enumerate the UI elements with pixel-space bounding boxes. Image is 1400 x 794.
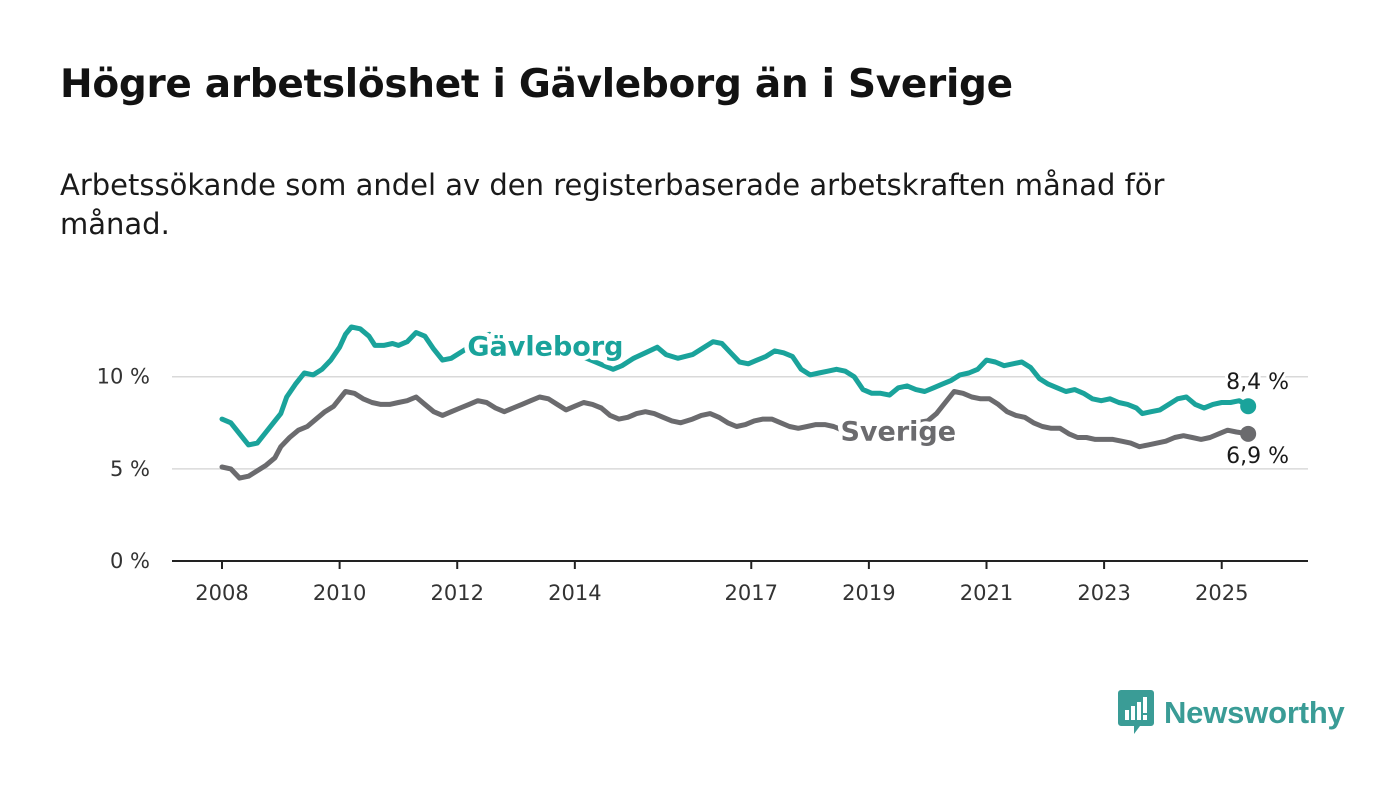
y-tick-label: 5 %: [110, 457, 150, 481]
x-tick-label: 2019: [842, 581, 895, 605]
series-label-gävleborg: Gävleborg: [467, 332, 623, 363]
end-value-label-halo: 6,9 %: [1226, 444, 1289, 469]
series-label-halo: Sverige: [840, 416, 956, 447]
series-line-sverige: [219, 389, 1251, 481]
chart-subtitle: Arbetssökande som andel av den registerb…: [60, 168, 1165, 241]
series-label-sverige: Sverige: [840, 416, 956, 447]
y-tick-label: 10 %: [97, 365, 150, 389]
brand-logo: Newsworthy: [1118, 690, 1345, 736]
x-tick-label: 2014: [548, 581, 601, 605]
x-tick-label: 2010: [313, 581, 366, 605]
brand-name: Newsworthy: [1164, 695, 1345, 730]
end-value-label-halo: 8,4 %: [1226, 370, 1289, 395]
series-line-gävleborg: [219, 324, 1251, 448]
end-value-label: 6,9 %: [1226, 444, 1289, 469]
x-tick-label: 2025: [1195, 581, 1248, 605]
x-tick-label: 2021: [960, 581, 1013, 605]
x-tick-label: 2017: [725, 581, 778, 605]
x-tick-label: 2012: [431, 581, 484, 605]
end-value-label: 8,4 %: [1226, 370, 1289, 395]
x-tick-label: 2008: [195, 581, 248, 605]
x-tick-label: 2023: [1077, 581, 1130, 605]
chart-title: Högre arbetslöshet i Gävleborg än i Sver…: [60, 62, 1013, 107]
bar-chart-speech-bubble-icon: [1118, 690, 1154, 734]
series-end-point: [1240, 425, 1257, 442]
series-label-halo: Gävleborg: [467, 332, 623, 363]
series-end-point: [1240, 398, 1257, 415]
y-tick-label: 0 %: [110, 549, 150, 573]
